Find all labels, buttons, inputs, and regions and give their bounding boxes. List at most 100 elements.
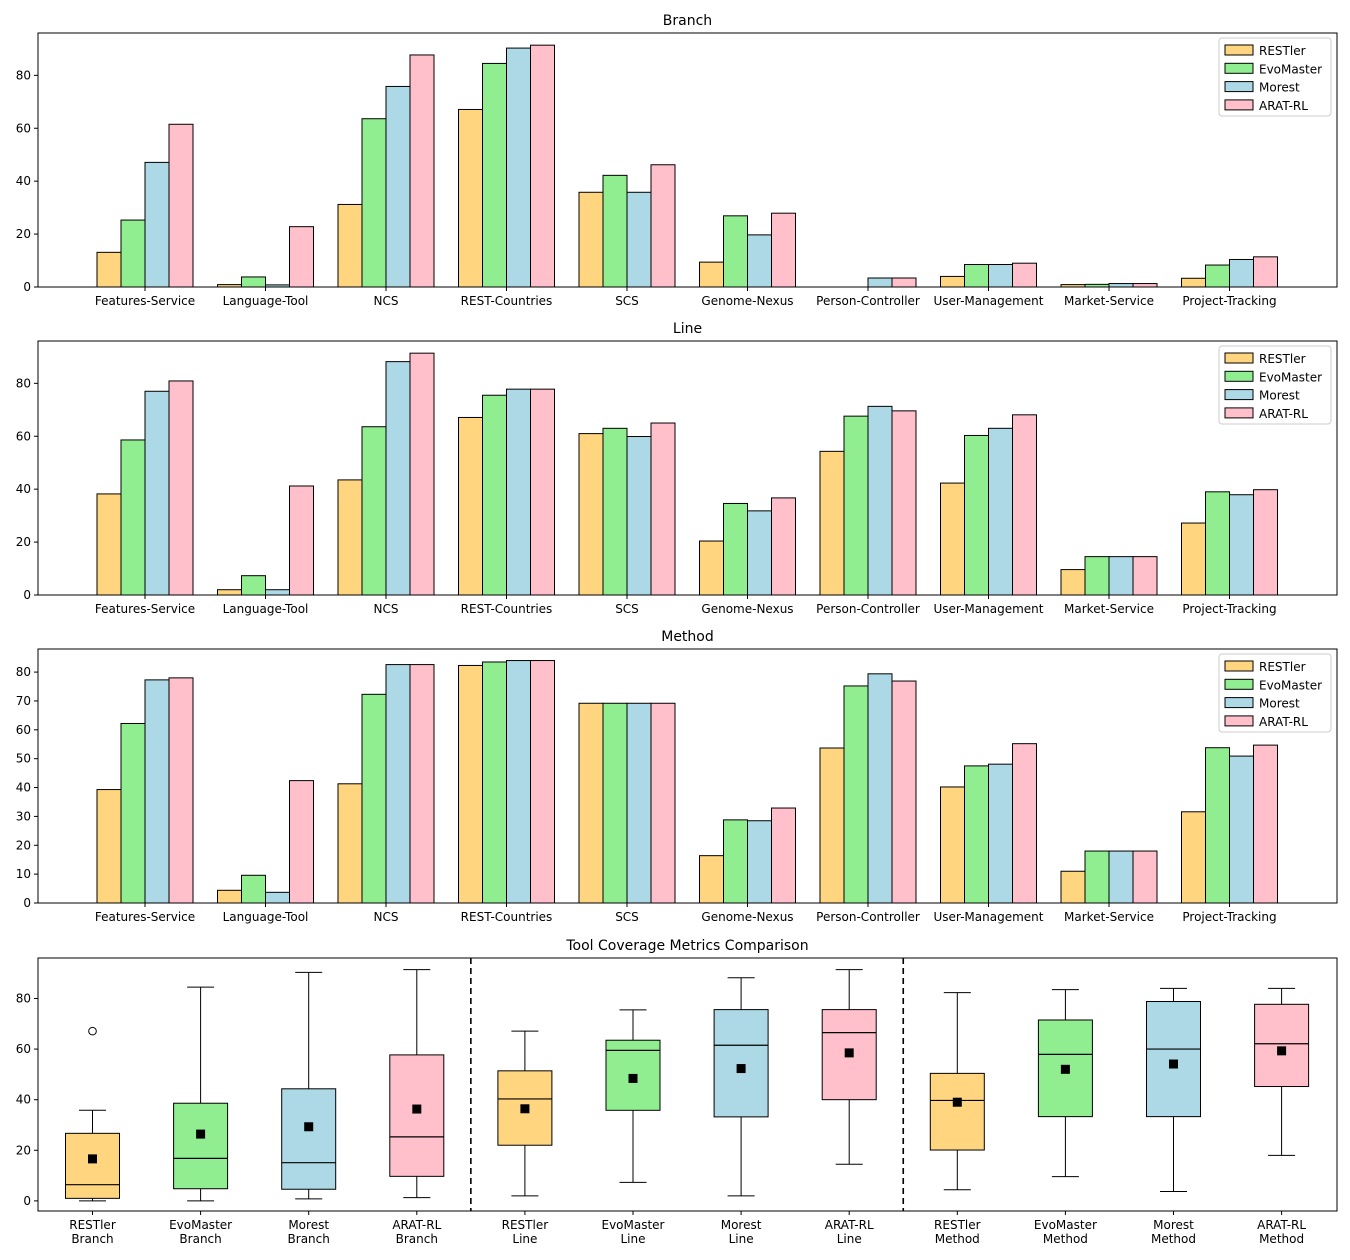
box-iqr [713,1009,769,1118]
bar-evomaster-project-tracking [1205,491,1230,596]
y-tick-label: 80 [16,68,31,82]
legend-label-restler: RESTler [1259,660,1306,674]
bar-morest-market-service [1108,556,1134,596]
bar-evomaster-genome-nexus [723,502,748,596]
mean-marker [520,1104,530,1114]
x-tick-label-project-tracking: Project-Tracking [1182,910,1276,924]
bar-arat-rl-project-tracking [1253,489,1278,596]
bar-morest-user-management [988,427,1013,596]
legend-box [1218,653,1332,733]
y-tick-label: 20 [16,535,31,549]
bar-arat-rl-person-controller [891,410,917,596]
legend-box [1218,37,1332,117]
bar-morest-genome-nexus [747,820,772,904]
mean-marker [412,1104,422,1114]
bar-arat-rl-genome-nexus [771,212,796,288]
y-tick-label: 50 [16,752,31,766]
x-tick-label: RESTler Line [502,1218,549,1246]
bar-arat-rl-market-service [1132,850,1158,904]
legend-swatch-restler [1224,660,1254,672]
x-tick-label-user-management: User-Management [934,294,1044,308]
mean-marker [952,1097,962,1107]
axes-frame [37,32,1338,288]
bar-arat-rl-scs [650,702,676,904]
y-tick-label: 40 [16,1093,31,1107]
x-tick-label: RESTler Method [934,1218,981,1246]
y-tick-label: 20 [16,227,31,241]
bar-restler-ncs [337,203,363,288]
bar-restler-rest-countries [458,664,483,904]
box-morest-branch: Morest Branch [281,971,337,1246]
bar-evomaster-genome-nexus [723,215,748,288]
x-tick-label-rest-countries: REST-Countries [461,910,553,924]
y-tick-label: 0 [23,896,31,910]
y-tick-label: 0 [23,280,31,294]
mean-marker [844,1048,854,1058]
x-tick-label-genome-nexus: Genome-Nexus [701,294,793,308]
bar-arat-rl-user-management [1012,743,1037,904]
bar-morest-person-controller [867,277,893,288]
mean-marker [196,1129,206,1139]
x-tick-label-project-tracking: Project-Tracking [1182,602,1276,616]
box-restler-method: RESTler Method [929,992,985,1246]
bar-evomaster-person-controller [843,685,869,904]
bar-arat-rl-scs [650,422,676,596]
bar-morest-features-service [144,390,170,596]
bar-morest-rest-countries [506,47,531,288]
legend-swatch-arat-rl [1224,715,1254,727]
box-iqr [281,1088,337,1190]
bar-restler-ncs [337,783,363,904]
bar-restler-user-management [940,482,965,596]
bar-chart-line: Line 0 20 40 60 80 Features-Service Language-To… [16,321,1338,616]
bar-morest-genome-nexus [747,510,772,596]
x-tick-label: RESTler Branch [69,1218,116,1246]
bar-chart-branch: Branch 0 20 40 60 80 Features-Service Language-… [16,13,1338,308]
legend-label-evomaster: EvoMaster [1259,678,1322,692]
bar-evomaster-scs [602,427,628,596]
x-tick-label-market-service: Market-Service [1064,910,1154,924]
x-tick-label: EvoMaster Method [1034,1218,1097,1246]
bar-evomaster-language-tool [241,276,266,288]
box-iqr [173,1102,229,1190]
chart-title: Line [673,321,702,337]
bar-evomaster-person-controller [843,415,869,596]
bar-restler-user-management [940,786,965,904]
box-evomaster-method: EvoMaster Method [1034,989,1097,1246]
bar-restler-market-service [1060,569,1086,596]
legend-swatch-restler [1224,44,1254,56]
bar-evomaster-scs [602,702,628,904]
bar-evomaster-ncs [361,693,387,904]
x-tick-label-features-service: Features-Service [95,294,195,308]
bar-arat-rl-features-service [168,380,194,596]
bar-morest-person-controller [867,673,893,904]
box-chart-tool-coverage: Tool Coverage Metrics Comparison RESTler B… [16,938,1338,1246]
bar-evomaster-features-service [120,439,146,596]
bar-morest-ncs [385,361,411,596]
box-iqr [1146,1001,1201,1118]
legend-label-arat-rl: ARAT-RL [1259,715,1308,729]
bar-arat-rl-language-tool [289,780,314,904]
bar-restler-rest-countries [458,108,483,288]
y-tick-label: 30 [16,809,31,823]
bar-arat-rl-language-tool [289,226,314,288]
mean-marker [88,1154,97,1164]
x-tick-label: Morest Line [721,1218,762,1246]
bar-evomaster-rest-countries [482,394,507,596]
bar-evomaster-language-tool [241,575,266,596]
bar-restler-scs [578,191,604,288]
bar-evomaster-rest-countries [482,661,507,904]
y-tick-label: 60 [16,121,31,135]
y-tick-label: 20 [16,1143,31,1157]
mean-marker [304,1122,314,1132]
chart-title: Branch [663,13,712,29]
bar-evomaster-project-tracking [1205,747,1230,904]
legend-label-evomaster: EvoMaster [1259,370,1322,384]
x-tick-label-person-controller: Person-Controller [816,294,920,308]
box-morest-line: Morest Line [713,977,769,1246]
bar-restler-project-tracking [1181,277,1206,288]
x-tick-label: ARAT-RL Method [1257,1218,1306,1246]
x-tick-label-person-controller: Person-Controller [816,910,920,924]
x-tick-label-features-service: Features-Service [95,910,195,924]
legend-swatch-arat-rl [1224,99,1254,111]
box-restler-line: RESTler Line [497,1030,553,1246]
